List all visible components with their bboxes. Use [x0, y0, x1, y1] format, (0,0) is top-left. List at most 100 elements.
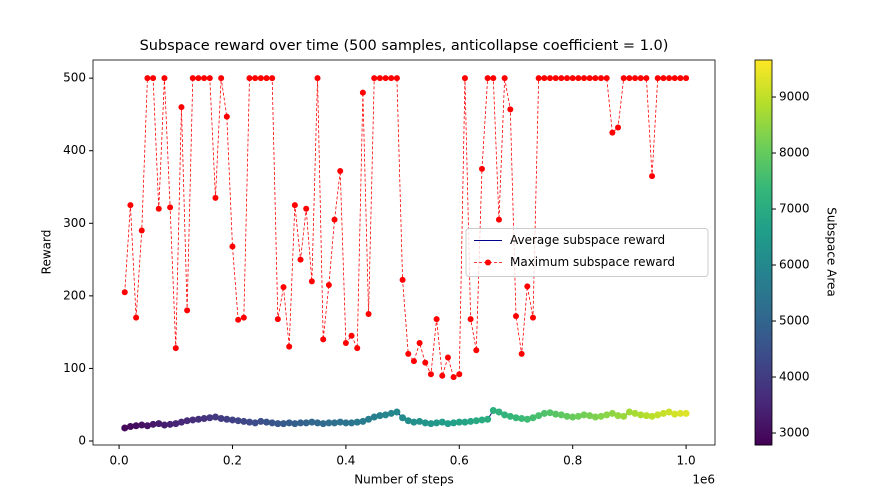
marker	[609, 129, 616, 136]
scatter-point	[274, 420, 282, 428]
colorbar-stripe	[755, 403, 772, 407]
scatter-point	[194, 415, 202, 423]
scatter-point	[591, 413, 599, 421]
colorbar-stripe	[755, 332, 772, 337]
colorbar-stripe	[755, 72, 772, 77]
x-tick-label: 0.2	[223, 454, 242, 468]
y-axis-label: Reward	[40, 230, 54, 275]
scatter-point	[314, 419, 322, 427]
colorbar-stripe	[755, 345, 772, 350]
scatter-point	[682, 409, 690, 417]
colorbar-stripe	[755, 432, 772, 436]
marker	[359, 89, 366, 96]
marker	[427, 371, 434, 378]
marker	[654, 75, 661, 82]
marker	[666, 75, 673, 82]
scatter-point	[416, 417, 424, 425]
colorbar-stripe	[755, 217, 772, 221]
scatter-point	[263, 418, 271, 426]
colorbar-stripe	[755, 307, 772, 311]
colorbar-stripe	[755, 271, 772, 276]
scatter-point	[410, 418, 418, 426]
marker	[484, 75, 491, 82]
scatter-point	[427, 420, 435, 428]
marker	[467, 316, 474, 323]
colorbar-stripe	[755, 201, 772, 205]
scatter-point	[631, 409, 639, 417]
marker	[382, 75, 389, 82]
marker	[478, 165, 485, 172]
scatter-point	[671, 410, 679, 418]
colorbar-stripe	[755, 371, 772, 375]
marker	[201, 75, 208, 82]
colorbar-stripe	[755, 127, 772, 132]
marker	[637, 75, 644, 82]
colorbar-stripe	[755, 188, 772, 193]
marker	[626, 75, 633, 82]
scatter-point	[518, 415, 526, 423]
scatter-point	[614, 412, 622, 420]
colorbar-stripe	[755, 79, 772, 83]
colorbar-stripe	[755, 185, 772, 189]
x-tick-label: 0.0	[110, 454, 129, 468]
marker	[184, 307, 191, 314]
marker	[552, 75, 559, 82]
colorbar-stripe	[755, 101, 772, 106]
colorbar-stripe	[755, 197, 772, 202]
x-axis-label: Number of steps	[354, 473, 454, 487]
colorbar-stripe	[755, 108, 772, 112]
y-tick-label: 100	[63, 361, 86, 375]
scatter-point	[580, 411, 588, 419]
colorbar-stripe	[755, 165, 772, 170]
scatter-point	[189, 416, 197, 424]
scatter-point	[648, 412, 656, 420]
scatter-point	[540, 409, 548, 417]
marker	[161, 75, 168, 82]
scatter-point	[444, 420, 452, 428]
marker	[615, 124, 622, 131]
scatter-point	[535, 412, 543, 420]
colorbar-stripe	[755, 355, 772, 359]
colorbar-stripe	[755, 441, 772, 446]
marker	[314, 75, 321, 82]
colorbar-stripe	[755, 339, 772, 343]
legend-label: Maximum subspace reward	[510, 255, 675, 269]
scatter-point	[523, 415, 531, 423]
colorbar-stripe	[755, 268, 772, 273]
scatter-point	[257, 417, 265, 425]
scatter-point	[597, 412, 605, 420]
colorbar-stripe	[755, 351, 772, 356]
colorbar-stripe	[755, 412, 772, 417]
marker	[263, 75, 270, 82]
scatter-point	[461, 418, 469, 426]
scatter-point	[495, 408, 503, 416]
marker	[223, 113, 230, 120]
plot-area	[92, 59, 716, 446]
marker	[121, 289, 128, 296]
y-tick-label: 200	[63, 288, 86, 302]
marker	[308, 278, 315, 285]
marker	[529, 314, 536, 321]
colorbar-stripe	[755, 252, 772, 257]
colorbar-stripe	[755, 278, 772, 282]
colorbar-stripe	[755, 159, 772, 164]
marker	[547, 75, 554, 82]
scatter-point	[399, 414, 407, 422]
scatter-point	[268, 419, 276, 427]
colorbar-stripe	[755, 390, 772, 395]
marker	[541, 75, 548, 82]
colorbar-stripe	[755, 104, 772, 109]
colorbar-stripe	[755, 396, 772, 401]
colorbar-tick-label: 6000	[779, 258, 810, 272]
marker	[269, 75, 276, 82]
scatter-point	[557, 411, 565, 419]
x-offset-label: 1e6	[692, 473, 715, 487]
scatter-point	[348, 419, 356, 427]
colorbar-stripe	[755, 387, 772, 391]
colorbar-stripe	[755, 124, 772, 128]
colorbar-stripe	[755, 384, 772, 388]
marker	[598, 75, 605, 82]
x-tick-label: 0.6	[450, 454, 469, 468]
colorbar-stripe	[755, 400, 772, 404]
colorbar-stripe	[755, 137, 772, 141]
